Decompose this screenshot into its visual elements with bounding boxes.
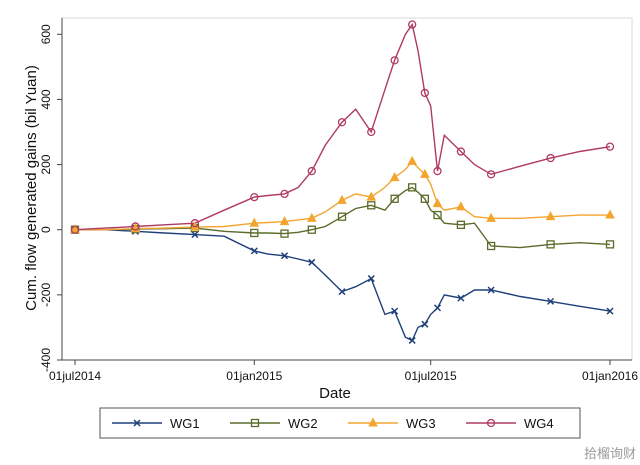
- data-point-wg4: [486, 170, 496, 179]
- legend-item-wg3: WG3: [348, 416, 436, 431]
- data-point-wg1: [606, 307, 614, 315]
- data-point-wg4: [605, 142, 615, 151]
- y-axis-title: Cum. flow generated gains (bil Yuan): [23, 65, 40, 311]
- data-point-wg4: [420, 88, 429, 98]
- legend-label: WG3: [406, 416, 436, 431]
- data-point-wg2: [307, 225, 316, 234]
- data-point-wg4: [250, 192, 259, 202]
- data-point-wg3: [366, 191, 377, 201]
- series-lines: [74, 22, 611, 342]
- data-point-wg1: [338, 288, 346, 296]
- x-tick-label: 01jul2015: [405, 369, 457, 383]
- data-point-wg4: [131, 222, 140, 231]
- series-line-wg2: [75, 186, 611, 249]
- series-markers: [70, 20, 615, 344]
- data-point-wg4: [390, 56, 399, 65]
- data-point-wg3: [279, 216, 290, 226]
- data-point-wg1: [191, 231, 199, 239]
- data-point-wg1: [308, 258, 316, 266]
- data-point-wg4: [307, 166, 316, 176]
- plot-area: [61, 17, 633, 361]
- data-point-wg4: [337, 118, 347, 127]
- data-point-wg4: [190, 219, 200, 228]
- legend-item-wg1: WG1: [112, 416, 200, 431]
- data-point-wg4: [367, 127, 376, 137]
- data-point-wg1: [457, 294, 465, 302]
- x-axis-ticks: 01jul2014 01jan2015 01jul2015 01jan2016: [49, 360, 638, 383]
- x-tick-label: 01jul2014: [49, 369, 101, 383]
- data-point-wg3: [337, 194, 347, 204]
- data-point-wg3: [389, 172, 400, 182]
- legend-label: WG1: [170, 416, 200, 431]
- legend-item-wg2: WG2: [230, 416, 318, 431]
- data-point-wg1: [433, 304, 442, 312]
- data-point-wg3: [432, 198, 443, 208]
- data-point-wg3: [456, 201, 466, 211]
- data-point-wg3: [407, 155, 418, 165]
- data-point-wg2: [420, 194, 429, 203]
- data-point-wg2: [546, 240, 555, 249]
- x-tick-label: 01jan2016: [582, 369, 638, 383]
- data-point-wg3: [605, 209, 615, 219]
- data-point-wg1: [547, 297, 555, 305]
- legend-marker: [486, 418, 496, 428]
- legend-label: WG4: [524, 416, 554, 431]
- legend-item-wg4: WG4: [466, 416, 554, 431]
- y-tick-label: 0: [39, 226, 53, 233]
- data-point-wg4: [456, 147, 466, 156]
- data-point-wg1: [250, 247, 258, 255]
- data-point-wg1: [408, 336, 416, 344]
- y-tick-label: 400: [39, 89, 53, 109]
- data-point-wg3: [306, 212, 317, 222]
- y-tick-label: 200: [39, 154, 53, 174]
- data-point-wg1: [421, 320, 429, 328]
- data-point-wg2: [280, 229, 289, 238]
- y-axis-ticks: -400 -200 0 200 400 600: [39, 24, 62, 372]
- data-point-wg3: [545, 211, 556, 221]
- data-point-wg3: [486, 212, 496, 222]
- legend-label: WG2: [288, 416, 318, 431]
- data-point-wg2: [456, 220, 466, 229]
- data-point-wg2: [390, 194, 399, 203]
- data-point-wg4: [433, 166, 442, 176]
- legend: WG1 WG2 WG3 WG4: [99, 407, 581, 439]
- data-point-wg3: [420, 168, 430, 178]
- x-axis-title: Date: [319, 385, 351, 402]
- series-line-wg4: [74, 22, 611, 231]
- data-point-wg2: [250, 228, 259, 238]
- series-line-wg1: [75, 228, 611, 342]
- data-point-wg4: [408, 20, 417, 29]
- data-point-wg1: [280, 252, 289, 260]
- data-point-wg2: [367, 201, 376, 210]
- x-tick-label: 01jan2015: [226, 369, 282, 383]
- data-point-wg2: [605, 240, 615, 249]
- data-point-wg1: [391, 307, 399, 315]
- y-tick-label: -400: [39, 348, 53, 372]
- y-tick-label: -200: [39, 283, 53, 307]
- watermark: 拾榴询财: [584, 447, 636, 462]
- series-line-wg3: [75, 160, 610, 231]
- data-point-wg4: [280, 189, 289, 199]
- data-point-wg3: [249, 217, 260, 227]
- data-point-wg4: [70, 225, 80, 234]
- y-tick-label: 600: [39, 24, 53, 44]
- legend-marker: [250, 418, 260, 428]
- data-point-wg1: [487, 286, 495, 294]
- data-point-wg2: [408, 183, 417, 192]
- data-point-wg1: [367, 275, 375, 283]
- data-point-wg2: [337, 212, 347, 221]
- legend-marker: [368, 417, 378, 427]
- data-point-wg4: [546, 153, 555, 163]
- data-point-wg2: [486, 241, 496, 251]
- data-point-wg2: [433, 210, 442, 220]
- legend-marker: [133, 419, 141, 427]
